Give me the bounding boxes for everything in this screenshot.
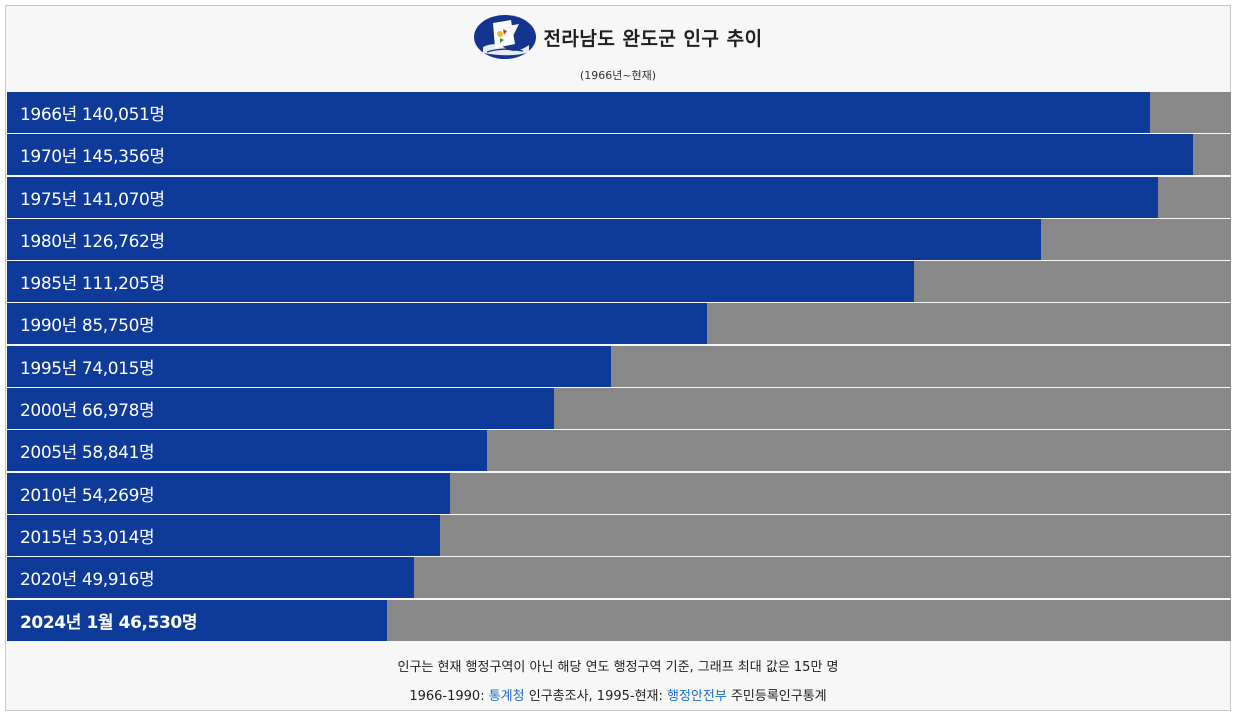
bar — [7, 514, 440, 556]
bar-row: 1990년 85,750명 — [7, 303, 1231, 345]
source-link-ministry-interior[interactable]: 행정안전부 — [667, 689, 727, 704]
bar — [7, 388, 554, 430]
bar-row: 1985년 111,205명 — [7, 261, 1231, 303]
bar-label: 1970년 145,356명 — [20, 147, 165, 168]
bar-label: 2024년 1월 46,530명 — [20, 612, 198, 633]
bar-label: 1975년 141,070명 — [20, 189, 165, 210]
wando-county-emblem-icon — [474, 15, 537, 59]
footer-sources: 1966-1990: 통계청 인구총조사, 1995-현재: 행정안전부 주민등… — [6, 685, 1230, 704]
chart-title: 전라남도 완도군 인구 추이 — [543, 27, 763, 50]
bar — [7, 303, 707, 345]
bar-label: 1990년 85,750명 — [20, 316, 155, 337]
bar-label: 2010년 54,269명 — [20, 485, 155, 506]
bar-label: 2000년 66,978명 — [20, 401, 155, 422]
source2-text: 주민등록인구통계 — [726, 689, 827, 704]
bar-label: 2015년 53,014명 — [20, 527, 155, 548]
bar — [7, 261, 915, 303]
bar-label: 1980년 126,762명 — [20, 231, 165, 252]
bar-row: 1980년 126,762명 — [7, 218, 1231, 260]
bar-label: 2005년 58,841명 — [20, 443, 155, 464]
bar-row: 2005년 58,841명 — [7, 430, 1231, 472]
bar-list: 1966년 140,051명 1970년 145,356명 1975년 141,07… — [7, 92, 1231, 642]
bar-row: 1970년 145,356명 — [7, 134, 1231, 176]
source-prefix: 1966-1990: — [409, 689, 489, 704]
bar — [7, 557, 415, 599]
footer-note: 인구는 현재 행정구역이 아닌 해당 연도 행정구역 기준, 그래프 최대 값은… — [397, 660, 839, 675]
bar-row: 1966년 140,051명 — [7, 92, 1231, 133]
bar — [7, 134, 1194, 176]
source-link-statistics-korea[interactable]: 통계청 — [488, 689, 525, 704]
bar — [7, 599, 387, 641]
bar-label: 2020년 49,916명 — [20, 570, 155, 591]
bar-row: 1995년 74,015명 — [7, 345, 1231, 387]
bar-row: 2015년 53,014명 — [7, 514, 1231, 556]
bar-row: 2000년 66,978명 — [7, 388, 1231, 430]
bar — [7, 218, 1042, 260]
bar-row: 2024년 1월 46,530명 — [7, 599, 1231, 641]
bar — [7, 430, 488, 472]
title-row: 전라남도 완도군 인구 추이 — [6, 14, 1230, 60]
chart-header: 전라남도 완도군 인구 추이 (1966년~현재) — [6, 6, 1230, 92]
source1-text: 인구총조사, 1995-현재: — [524, 689, 668, 704]
chart-subtitle: (1966년~현재) — [579, 69, 657, 82]
bar-label: 1985년 111,205명 — [20, 274, 165, 295]
bar — [7, 176, 1159, 218]
bar-row: 2010년 54,269명 — [7, 472, 1231, 514]
bar — [7, 472, 450, 514]
bar-row: 1975년 141,070명 — [7, 176, 1231, 218]
chart-frame: 전라남도 완도군 인구 추이 (1966년~현재) 1966년 140,051명… — [5, 5, 1231, 711]
bar-label: 1966년 140,051명 — [20, 105, 165, 125]
bar-row: 2020년 49,916명 — [7, 557, 1231, 599]
bar — [7, 92, 1150, 133]
bar — [7, 345, 611, 387]
bar-label: 1995년 74,015명 — [20, 358, 155, 379]
